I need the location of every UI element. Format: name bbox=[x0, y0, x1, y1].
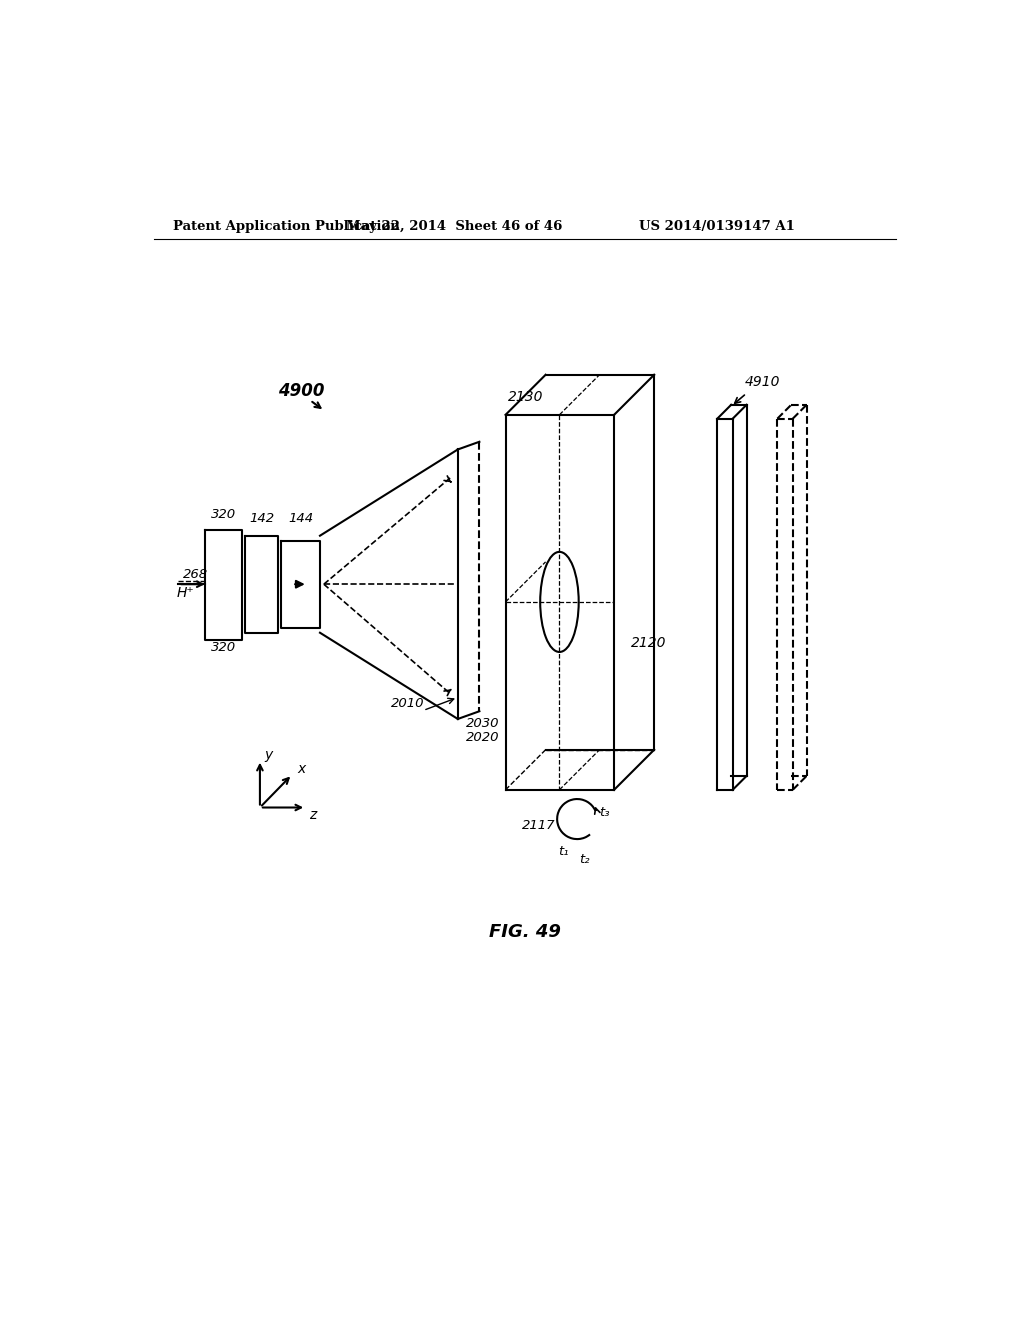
Text: 268: 268 bbox=[183, 568, 208, 581]
Text: H⁺: H⁺ bbox=[177, 586, 195, 601]
Text: 2020: 2020 bbox=[466, 731, 499, 744]
Text: 4910: 4910 bbox=[745, 375, 780, 388]
Text: 2120: 2120 bbox=[631, 636, 667, 651]
Text: 144: 144 bbox=[288, 512, 313, 525]
Text: t₃: t₃ bbox=[600, 807, 610, 820]
Text: 320: 320 bbox=[211, 642, 237, 655]
Text: 2030: 2030 bbox=[466, 717, 499, 730]
Text: 2117: 2117 bbox=[522, 818, 556, 832]
Text: 4900: 4900 bbox=[279, 381, 325, 400]
Text: 320: 320 bbox=[211, 508, 237, 521]
Text: t₂: t₂ bbox=[580, 853, 590, 866]
Text: US 2014/0139147 A1: US 2014/0139147 A1 bbox=[639, 219, 795, 232]
Text: z: z bbox=[309, 808, 316, 822]
Text: y: y bbox=[264, 748, 272, 762]
Text: FIG. 49: FIG. 49 bbox=[488, 923, 561, 941]
Text: May 22, 2014  Sheet 46 of 46: May 22, 2014 Sheet 46 of 46 bbox=[346, 219, 562, 232]
Text: 2010: 2010 bbox=[391, 697, 424, 710]
Text: Patent Application Publication: Patent Application Publication bbox=[173, 219, 399, 232]
Text: 2130: 2130 bbox=[508, 389, 544, 404]
Text: 142: 142 bbox=[249, 512, 274, 525]
Text: t₁: t₁ bbox=[558, 845, 568, 858]
Text: x: x bbox=[297, 762, 305, 776]
